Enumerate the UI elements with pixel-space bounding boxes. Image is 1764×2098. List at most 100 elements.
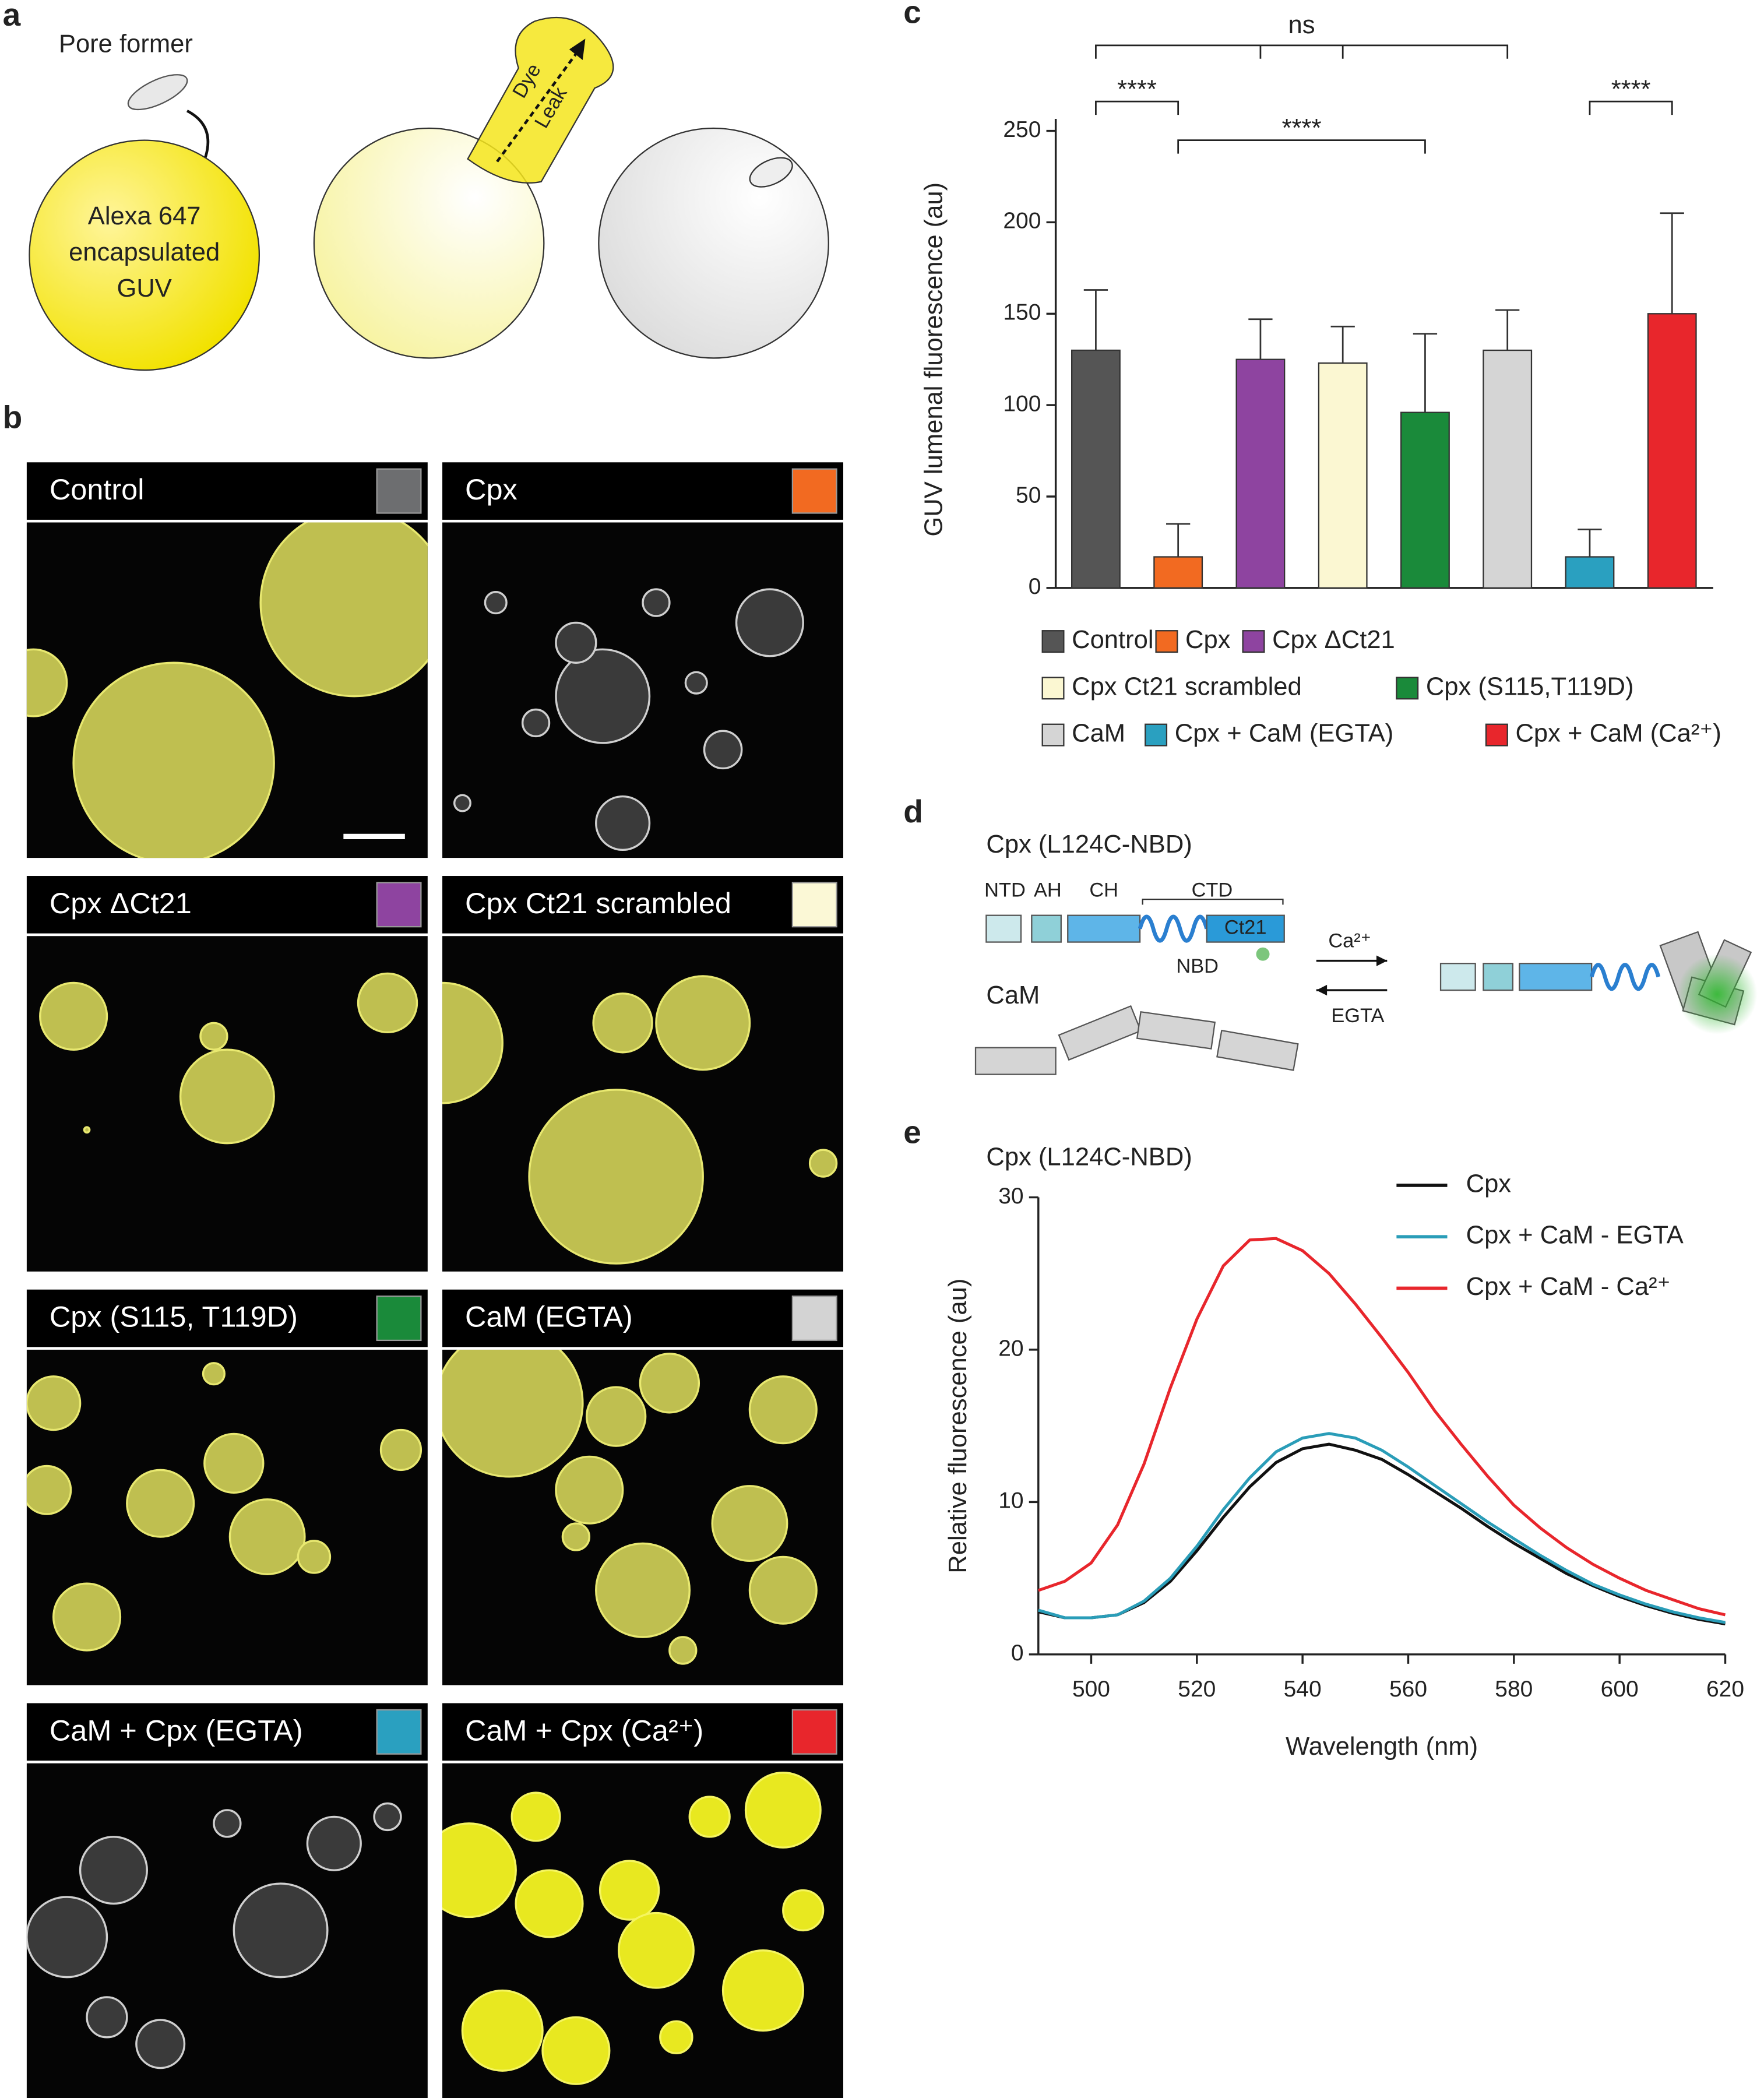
legend-swatch <box>1041 723 1065 747</box>
domain <box>985 914 1022 943</box>
nbd-label: NBD <box>1176 955 1219 977</box>
guv <box>259 522 428 698</box>
guv <box>442 981 504 1104</box>
forward-label: Ca²⁺ <box>1328 930 1371 952</box>
y-tick-label: 100 <box>1003 391 1041 416</box>
legend-label: Cpx + CaM (Ca²⁺) <box>1515 720 1721 748</box>
guv <box>72 661 275 858</box>
guv <box>26 1896 108 1979</box>
nbd-glow <box>1677 954 1758 1034</box>
legend-swatch <box>1041 630 1065 653</box>
guvs <box>453 588 804 851</box>
guv <box>79 1836 148 1905</box>
significance-label: **** <box>1611 75 1651 103</box>
y-tick-label: 10 <box>998 1488 1023 1513</box>
legend-label: Cpx <box>1466 1170 1512 1198</box>
guv <box>26 648 68 717</box>
line-series <box>1038 1432 1726 1624</box>
guv <box>29 139 260 371</box>
guv <box>233 1882 329 1979</box>
condition-swatch <box>791 882 837 928</box>
arrow-head <box>1316 984 1328 996</box>
panel-c: c 0 50 100 150 200 250 GUV lumenal fluorescenc… <box>903 0 1721 748</box>
guv <box>782 1889 825 1932</box>
guv <box>668 1636 698 1665</box>
cam-label: CaM <box>986 981 1040 1009</box>
guv <box>711 1485 788 1562</box>
guv <box>595 1542 691 1638</box>
ct21-label: Ct21 <box>1224 917 1267 939</box>
guv <box>52 1582 122 1652</box>
guv <box>528 1089 704 1265</box>
significance-bracket <box>1095 44 1509 59</box>
cam <box>974 1005 1299 1075</box>
legend-swatch <box>1145 723 1168 747</box>
bar <box>1153 556 1203 589</box>
legend-swatch <box>1041 677 1065 700</box>
image-title: CaM + Cpx (Ca²⁺) <box>465 1713 703 1747</box>
bar <box>1071 349 1121 589</box>
condition-swatch <box>791 468 837 514</box>
guv <box>126 1469 195 1538</box>
nbd <box>1256 947 1270 961</box>
construct-title: Cpx (L124C-NBD) <box>986 830 1192 858</box>
image-title: CaM (EGTA) <box>465 1300 633 1333</box>
guv <box>510 1791 561 1842</box>
image-title: Cpx <box>465 473 517 506</box>
guv <box>555 621 597 664</box>
guv <box>484 591 508 615</box>
line-series <box>1037 1237 1726 1617</box>
error-bar <box>1248 318 1273 360</box>
guv <box>703 730 743 770</box>
image-header <box>442 1289 843 1347</box>
guv <box>86 1996 128 2039</box>
guv <box>735 588 804 657</box>
guv <box>357 972 418 1034</box>
significance-label: **** <box>1117 75 1157 103</box>
guv <box>199 1022 228 1051</box>
error-bar <box>1330 325 1355 363</box>
guv <box>453 794 471 812</box>
guv <box>379 1428 422 1472</box>
significance-label: ns <box>1288 11 1315 39</box>
bar <box>1400 411 1450 589</box>
chart-title: Cpx (L124C-NBD) <box>986 1143 1192 1171</box>
image-title: Cpx (S115, T119D) <box>50 1300 298 1333</box>
guvs <box>39 972 418 1145</box>
x-tick-label: 600 <box>1601 1677 1639 1702</box>
y-tick-label: 30 <box>998 1184 1023 1209</box>
guv <box>515 1869 584 1938</box>
image-header <box>26 876 428 934</box>
guv <box>642 588 671 617</box>
significance-label: **** <box>1282 114 1322 142</box>
bar <box>1565 556 1615 589</box>
guv <box>748 1555 818 1625</box>
guv <box>618 1912 695 1989</box>
guv <box>213 1809 242 1838</box>
guv <box>306 1815 362 1871</box>
guv <box>688 1796 731 1838</box>
x-tick-label: 500 <box>1072 1677 1110 1702</box>
guv <box>744 1772 822 1849</box>
image-header <box>26 462 428 520</box>
legend-label: Control <box>1072 626 1153 654</box>
x-tick-label: 620 <box>1706 1677 1744 1702</box>
legend-label: Cpx ΔCt21 <box>1272 626 1395 654</box>
panel-e: e Cpx (L124C-NBD) 0 10 20 30 500 520 540 560 580 6… <box>903 1114 1744 1761</box>
legend-label: Cpx + CaM - Ca²⁺ <box>1466 1273 1671 1301</box>
domain-label: AH <box>1034 879 1062 901</box>
guv <box>26 1465 72 1515</box>
guvs <box>442 1349 818 1665</box>
error-bar <box>1495 309 1520 351</box>
domain-label: NTD <box>984 879 1026 901</box>
x-tick-label: 580 <box>1495 1677 1533 1702</box>
guv <box>592 992 653 1054</box>
guv-label: encapsulated <box>69 238 220 266</box>
guvs <box>442 1772 825 2085</box>
legend-swatch <box>1485 723 1508 747</box>
x-tick-label: 540 <box>1284 1677 1322 1702</box>
guv <box>555 648 651 744</box>
panel-label: d <box>903 793 923 829</box>
image-title: Control <box>50 473 145 506</box>
y-tick-label: 250 <box>1003 117 1041 142</box>
